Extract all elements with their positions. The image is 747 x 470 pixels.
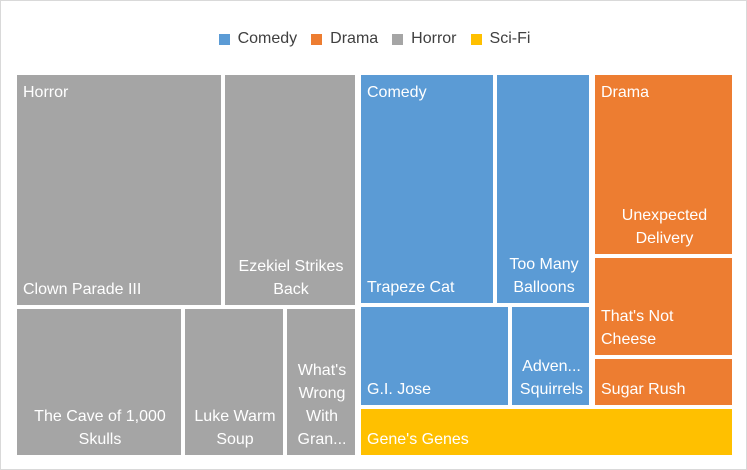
treemap-tile-what-s-wrong-with-gran: What's Wrong With Gran... (285, 307, 357, 457)
legend-swatch-comedy (218, 33, 230, 45)
treemap-tile-ezekiel-strikes-back: Ezekiel Strikes Back (223, 73, 357, 307)
legend-item-drama: Drama (311, 30, 378, 48)
treemap-tile-adven-squirrels: Adven... Squirrels (510, 305, 591, 407)
treemap-tile-g-i-jose: G.I. Jose (359, 305, 510, 407)
treemap-tile-trapeze-cat: Trapeze Cat (359, 73, 495, 305)
treemap-tile-too-many-balloons: Too Many Balloons (495, 73, 591, 305)
tile-label-the-cave-of-1-000-skulls: The Cave of 1,000 Skulls (34, 408, 166, 448)
treemap-tile-that-s-not-cheese: That's Not Cheese (593, 256, 734, 357)
tile-label-gene-s-genes: Gene's Genes (367, 431, 469, 448)
tile-label-ezekiel-strikes-back: Ezekiel Strikes Back (238, 258, 344, 298)
tile-label-what-s-wrong-with-gran: What's Wrong With Gran... (297, 362, 347, 448)
tile-label-trapeze-cat: Trapeze Cat (367, 279, 455, 296)
tile-label-clown-parade-iii: Clown Parade III (23, 281, 142, 298)
legend-swatch-sci-fi (470, 33, 482, 45)
tile-label-g-i-jose: G.I. Jose (367, 381, 432, 398)
treemap-tile-luke-warm-soup: Luke Warm Soup (183, 307, 285, 457)
tile-label-luke-warm-soup: Luke Warm Soup (194, 408, 276, 448)
legend-swatch-drama (311, 33, 323, 45)
treemap-tile-clown-parade-iii: Clown Parade III (15, 73, 223, 307)
legend-item-horror: Horror (392, 30, 457, 48)
treemap-tile-gene-s-genes: Gene's Genes (359, 407, 734, 457)
tile-label-sugar-rush: Sugar Rush (601, 381, 686, 398)
treemap-tile-unexpected-delivery: Unexpected Delivery (593, 73, 734, 256)
group-label-comedy: Comedy (367, 84, 427, 101)
legend-swatch-horror (392, 33, 404, 45)
legend-label-sci-fi: Sci-Fi (489, 30, 531, 47)
chart-legend: Comedy Drama Horror Sci-Fi (1, 27, 747, 51)
group-label-drama: Drama (601, 84, 650, 101)
legend-item-sci-fi: Sci-Fi (470, 30, 531, 48)
legend-label-comedy: Comedy (237, 30, 298, 47)
treemap-tile-sugar-rush: Sugar Rush (593, 357, 734, 407)
tile-label-too-many-balloons: Too Many Balloons (509, 256, 579, 296)
legend-label-horror: Horror (411, 30, 457, 47)
tile-label-adven-squirrels: Adven... Squirrels (519, 358, 584, 398)
legend-item-comedy: Comedy (218, 30, 298, 48)
group-label-horror: Horror (23, 84, 69, 101)
tile-label-that-s-not-cheese: That's Not Cheese (601, 308, 674, 348)
tile-label-unexpected-delivery: Unexpected Delivery (621, 207, 708, 247)
treemap-tile-the-cave-of-1-000-skulls: The Cave of 1,000 Skulls (15, 307, 183, 457)
legend-label-drama: Drama (330, 30, 379, 47)
